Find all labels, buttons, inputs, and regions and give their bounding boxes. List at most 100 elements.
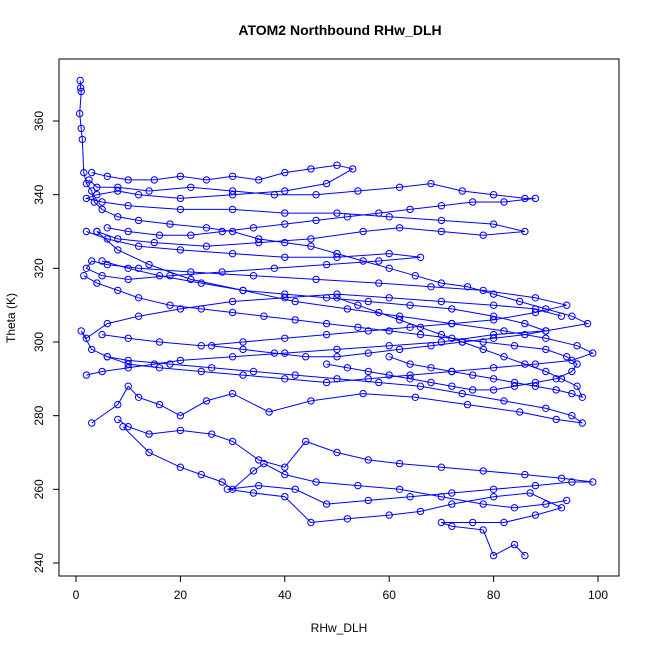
data-point [333, 375, 341, 383]
data-point [76, 109, 84, 118]
data-point [448, 319, 456, 328]
data-point [322, 294, 331, 302]
data-point [82, 334, 91, 342]
data-point [197, 342, 206, 350]
data-point [281, 334, 289, 342]
data-point [406, 301, 414, 309]
series-group [85, 176, 540, 239]
data-point [489, 220, 498, 228]
data-point [448, 334, 456, 342]
data-point [176, 356, 185, 365]
data-point [406, 493, 414, 501]
data-point [427, 283, 435, 291]
data-point [375, 209, 383, 217]
series-line [91, 356, 583, 424]
data-point [385, 353, 393, 361]
data-point [82, 227, 91, 236]
data-point [411, 393, 419, 401]
data-point [437, 493, 446, 501]
data-point [500, 397, 508, 405]
data-point [202, 397, 211, 405]
data-point [479, 345, 487, 354]
data-point [448, 305, 456, 313]
data-point [150, 238, 159, 247]
data-point [249, 224, 258, 232]
data-point [155, 338, 164, 346]
data-point [124, 176, 132, 184]
x-tick-label: 100 [588, 588, 608, 602]
y-tick-label: 320 [32, 258, 46, 278]
data-point [458, 338, 466, 346]
data-point [228, 205, 237, 214]
data-point [427, 179, 435, 188]
data-point [406, 360, 414, 368]
data-point [322, 360, 331, 368]
data-point [437, 338, 446, 346]
data-point [531, 481, 540, 490]
series-group [82, 227, 571, 350]
data-point [249, 272, 258, 280]
data-point [448, 489, 456, 497]
x-tick-label: 20 [174, 588, 188, 602]
data-point [500, 198, 508, 206]
data-point [395, 485, 404, 493]
data-point [80, 272, 88, 280]
data-point [568, 367, 576, 376]
data-point [202, 242, 211, 250]
data-point [489, 290, 498, 298]
data-point [291, 371, 299, 379]
data-point [270, 264, 279, 272]
data-point [166, 301, 174, 309]
data-point [114, 415, 122, 424]
data-point [333, 345, 341, 354]
data-point [521, 194, 529, 203]
data-point [202, 176, 211, 184]
data-point [395, 224, 404, 232]
data-point [322, 378, 331, 387]
data-point [312, 216, 320, 225]
data-point [239, 286, 247, 295]
data-point [416, 323, 425, 331]
data-point [489, 364, 498, 372]
data-point [281, 470, 289, 479]
data-point [260, 459, 268, 468]
data-point [557, 312, 566, 320]
data-point [98, 330, 106, 339]
data-point [134, 191, 143, 199]
data-point [437, 463, 446, 471]
data-point [176, 194, 185, 203]
data-point [134, 294, 143, 302]
data-point [500, 327, 508, 335]
data-point [228, 249, 237, 258]
data-point [176, 205, 185, 214]
data-point [333, 448, 341, 457]
data-point [573, 342, 581, 350]
data-point [333, 353, 341, 361]
data-point [228, 297, 237, 306]
data-point [82, 179, 91, 188]
y-tick-label: 280 [32, 405, 46, 425]
data-point [364, 349, 372, 357]
data-point [448, 500, 456, 508]
data-point [98, 272, 106, 280]
data-point [281, 463, 289, 471]
data-point [552, 386, 560, 394]
data-point [88, 257, 96, 265]
data-point [343, 213, 352, 221]
data-point [354, 481, 362, 490]
data-point [516, 408, 524, 416]
data-point [202, 224, 211, 232]
series-group [77, 227, 597, 387]
data-point [354, 301, 362, 309]
data-point [208, 364, 216, 372]
data-point [145, 430, 153, 438]
data-point [521, 319, 529, 328]
data-point [103, 260, 112, 269]
data-point [197, 470, 206, 479]
data-point [239, 338, 247, 346]
data-point [134, 312, 143, 320]
data-point [82, 371, 91, 379]
data-point [542, 345, 550, 354]
data-point [255, 456, 263, 464]
